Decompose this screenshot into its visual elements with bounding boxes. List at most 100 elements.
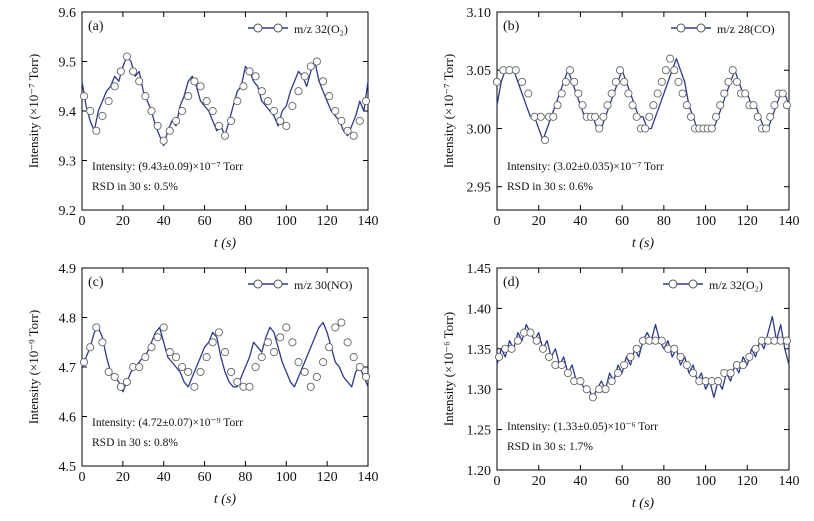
data-point	[782, 101, 791, 110]
data-point	[331, 323, 340, 332]
legend-label: m/z 28(CO)	[717, 22, 775, 36]
x-tick-label: 0	[79, 214, 86, 229]
data-point	[98, 338, 107, 347]
data-point	[661, 66, 670, 75]
data-point	[269, 348, 279, 357]
x-tick-label: 40	[573, 214, 587, 229]
data-point	[538, 344, 547, 353]
data-point	[92, 126, 101, 135]
y-tick-label: 1.20	[467, 464, 492, 479]
data-point	[620, 360, 629, 370]
x-tick-label: 20	[116, 214, 130, 229]
data-point	[257, 87, 266, 96]
data-point	[349, 131, 358, 140]
data-point	[570, 77, 579, 86]
y-tick-label: 1.25	[467, 424, 492, 439]
data-point	[628, 101, 637, 110]
data-point	[749, 101, 758, 110]
data-point	[607, 89, 616, 98]
data-point	[524, 89, 533, 98]
legend-label: m/z 32(O₂)	[294, 22, 348, 36]
x-axis-label: t (s)	[632, 236, 655, 251]
data-point	[214, 328, 223, 337]
x-tick-label: 80	[657, 474, 671, 489]
y-tick-label: 9.3	[59, 155, 77, 170]
data-point	[645, 112, 654, 121]
data-point	[306, 62, 315, 71]
data-point	[220, 131, 230, 140]
data-point	[549, 112, 558, 121]
data-point	[682, 360, 691, 370]
data-point	[545, 352, 554, 361]
data-point	[588, 393, 597, 402]
data-point	[495, 352, 504, 361]
x-axis-label: t (s)	[214, 492, 237, 507]
data-point	[104, 97, 113, 106]
data-point	[208, 106, 217, 116]
data-point	[288, 101, 297, 111]
data-point	[110, 372, 119, 381]
data-point	[349, 353, 358, 362]
plot-frame	[496, 11, 790, 211]
data-point	[104, 367, 113, 376]
panel-label: (c)	[88, 275, 104, 290]
legend-marker	[253, 279, 263, 289]
data-point	[563, 368, 572, 378]
data-point	[361, 372, 371, 381]
data-point	[147, 106, 156, 116]
series-line	[81, 321, 369, 393]
annotation-intensity: Intensity: (3.02±0.035)×10⁻⁷ Torr	[507, 161, 664, 173]
data-point	[355, 116, 364, 125]
data-point	[674, 77, 683, 86]
data-point	[707, 124, 716, 133]
y-tick-label: 4.5	[59, 460, 77, 475]
data-point	[492, 77, 502, 86]
series-line	[496, 315, 790, 398]
data-point	[233, 97, 242, 106]
data-point	[517, 77, 527, 86]
data-point	[141, 353, 150, 362]
x-tick-label: 0	[494, 214, 501, 229]
data-point	[325, 92, 334, 101]
y-axis-label: Intensity (×10⁻⁶ Torr)	[441, 312, 456, 426]
x-tick-label: 80	[657, 214, 671, 229]
annotation-rsd: RSD in 30 s: 0.8%	[92, 437, 178, 449]
legend-marker	[668, 279, 678, 289]
annotation-intensity: Intensity: (1.33±0.05)×10⁻⁶ Torr	[507, 421, 658, 433]
legend-marker	[676, 23, 686, 33]
data-point	[532, 336, 541, 345]
y-tick-label: 1.35	[467, 343, 492, 358]
x-tick-label: 60	[198, 470, 212, 485]
x-tick-label: 40	[157, 470, 171, 485]
annotation-intensity: Intensity: (9.43±0.09)×10⁻⁷ Torr	[92, 161, 243, 173]
legend-marker	[688, 279, 698, 289]
data-point	[110, 82, 119, 91]
y-tick-label: 9.2	[59, 204, 77, 219]
y-tick-label: 3.00	[467, 122, 492, 137]
data-point	[689, 368, 698, 378]
legend-marker	[273, 279, 283, 289]
data-point	[613, 368, 623, 378]
data-point	[603, 101, 612, 110]
data-point	[208, 338, 217, 347]
x-axis-label: t (s)	[214, 236, 237, 251]
data-point	[641, 124, 650, 133]
data-point	[202, 97, 211, 106]
legend-marker	[696, 23, 706, 33]
data-point	[782, 336, 791, 345]
data-point	[159, 323, 168, 332]
x-tick-label: 80	[238, 214, 252, 229]
data-point	[331, 106, 340, 116]
x-tick-label: 60	[198, 214, 212, 229]
data-point	[670, 66, 679, 75]
x-tick-label: 20	[532, 214, 546, 229]
data-point	[751, 344, 760, 353]
data-point	[620, 77, 629, 86]
annotation-intensity: Intensity: (4.72±0.07)×10⁻⁹ Torr	[92, 417, 243, 429]
y-tick-label: 3.05	[467, 64, 492, 79]
data-point	[312, 57, 321, 66]
annotation-rsd: RSD in 30 s: 1.7%	[507, 441, 593, 453]
data-point	[239, 82, 248, 91]
data-point	[716, 101, 725, 110]
data-point	[86, 106, 95, 116]
